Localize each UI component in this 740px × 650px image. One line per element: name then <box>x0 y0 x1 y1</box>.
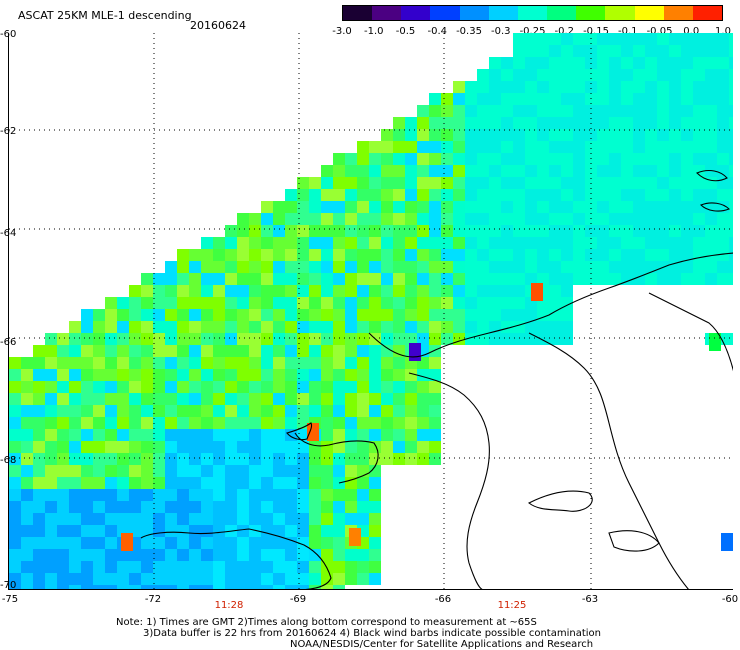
colorbar-swatch <box>372 6 402 20</box>
x-tick-label: -75 <box>1 594 19 605</box>
peninsula-main-coast <box>368 252 733 358</box>
y-tick-label: -64 <box>0 228 17 239</box>
colorbar-label: -0.4 <box>427 26 448 37</box>
note-line-3: NOAA/NESDIS/Center for Satellite Applica… <box>290 639 594 650</box>
island-coast-3 <box>696 169 728 182</box>
peninsula-coast <box>286 422 313 441</box>
note-line-1: Note: 1) Times are GMT 2)Times along bot… <box>116 617 537 628</box>
colorbar-swatch <box>605 6 635 20</box>
colorbar-swatch <box>459 6 489 20</box>
colorbar-swatch <box>401 6 431 20</box>
colorbar-swatch <box>692 6 723 20</box>
colorbar-swatch <box>547 6 577 20</box>
graticule <box>9 33 733 589</box>
colorbar-label: 0.0 <box>683 26 700 37</box>
map-canvas <box>9 33 733 589</box>
colorbar-label: -3.0 <box>332 26 352 37</box>
colorbar-swatch <box>488 6 518 20</box>
colorbar-label: -0.1 <box>617 26 638 37</box>
colorbar-swatch <box>576 6 606 20</box>
y-tick-label: -62 <box>0 126 17 137</box>
map-plot <box>8 33 733 590</box>
colorbar-label: -1.0 <box>363 26 384 37</box>
time-label-1: 11:28 <box>214 600 244 611</box>
time-label-2: 11:25 <box>497 600 527 611</box>
x-tick-label: -66 <box>434 594 452 605</box>
east-coast <box>528 332 689 589</box>
colorbar-label: -0.25 <box>519 26 546 37</box>
colorbar-label: -0.05 <box>646 26 673 37</box>
y-tick-label: -68 <box>0 455 17 466</box>
colorbar-label: 1.0 <box>715 26 731 37</box>
mainland-interior-coast <box>408 372 490 589</box>
colorbar <box>342 5 723 21</box>
x-tick-label: -60 <box>721 594 739 605</box>
swath-field <box>9 33 733 589</box>
x-tick-label: -63 <box>581 594 599 605</box>
mainland-west-coast <box>294 432 379 484</box>
colorbar-swatch <box>343 6 373 20</box>
island-coast-4 <box>700 202 730 212</box>
island-coast-1 <box>527 490 593 512</box>
y-tick-label: -70 <box>0 580 17 591</box>
y-tick-label: -66 <box>0 337 17 348</box>
eastern-land-coast <box>648 292 733 372</box>
colorbar-label: -0.15 <box>583 26 609 37</box>
colorbar-label: -0.35 <box>456 26 482 37</box>
x-tick-label: -69 <box>289 594 307 605</box>
y-tick-label: -60 <box>0 29 17 40</box>
alexander-island-coast <box>140 528 332 589</box>
colorbar-label: -0.5 <box>395 26 416 37</box>
coastline <box>140 169 733 589</box>
colorbar-swatch <box>430 6 460 20</box>
colorbar-swatch <box>634 6 664 20</box>
island-coast-2 <box>608 530 660 552</box>
colorbar-label: -0.3 <box>490 26 511 37</box>
colorbar-swatch <box>663 6 693 20</box>
x-tick-label: -72 <box>144 594 162 605</box>
note-line-2: 3)Data buffer is 22 hrs from 20160624 4)… <box>143 628 601 639</box>
map-title: ASCAT 25KM MLE-1 descending <box>18 9 192 22</box>
colorbar-label: -0.2 <box>554 26 575 37</box>
map-date: 20160624 <box>190 19 246 32</box>
colorbar-swatch <box>517 6 548 20</box>
